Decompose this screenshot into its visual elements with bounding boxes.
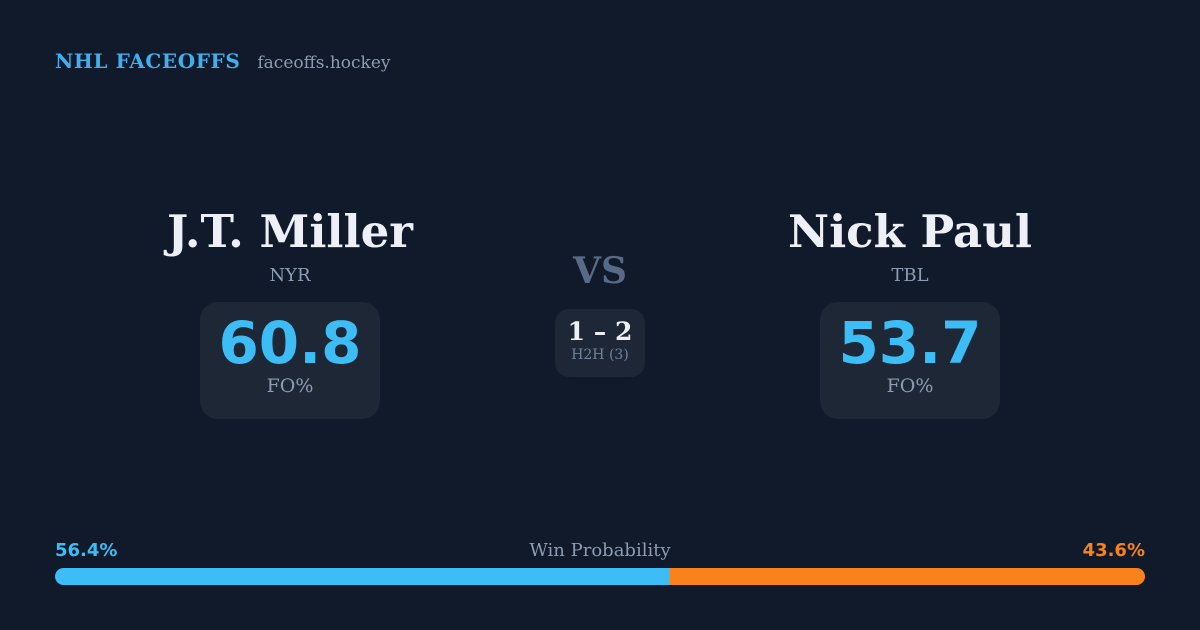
left-player-stat-card: 60.8 FO%: [200, 301, 380, 419]
right-player-team: TBL: [891, 264, 929, 286]
right-player-name: Nick Paul: [787, 205, 1033, 258]
head-to-head-score: 1 – 2: [567, 317, 633, 347]
left-player-faceoff-pct: 60.8: [218, 308, 362, 377]
left-player-name: J.T. Miller: [167, 205, 413, 258]
win-probability-labels: 56.4% Win Probability 43.6%: [55, 540, 1145, 565]
head-to-head-label: H2H (3): [571, 346, 629, 363]
win-probability-section: 56.4% Win Probability 43.6%: [55, 540, 1145, 585]
left-player-section: J.T. Miller NYR 60.8 FO%: [140, 206, 440, 419]
header: NHL FACEOFFS faceoffs.hockey: [55, 49, 391, 73]
win-bar-right-segment: [669, 568, 1145, 585]
right-player-stat-card: 53.7 FO%: [820, 301, 1000, 419]
left-player-stat-label: FO%: [266, 375, 314, 398]
left-player-team: NYR: [269, 264, 311, 286]
win-probability-bar: [55, 568, 1145, 585]
versus-section: VS 1 – 2 H2H (3): [450, 250, 750, 378]
win-bar-left-segment: [55, 568, 670, 585]
right-win-probability-value: 43.6%: [1082, 540, 1145, 561]
win-probability-title: Win Probability: [529, 540, 671, 561]
versus-label: VS: [573, 250, 627, 292]
right-player-stat-label: FO%: [886, 375, 934, 398]
head-to-head-card: 1 – 2 H2H (3): [555, 309, 645, 378]
right-player-faceoff-pct: 53.7: [838, 308, 982, 377]
site-domain: faceoffs.hockey: [257, 53, 391, 73]
right-player-section: Nick Paul TBL 53.7 FO%: [760, 206, 1060, 419]
brand-logo: NHL FACEOFFS: [55, 49, 241, 73]
left-win-probability-value: 56.4%: [55, 540, 118, 561]
